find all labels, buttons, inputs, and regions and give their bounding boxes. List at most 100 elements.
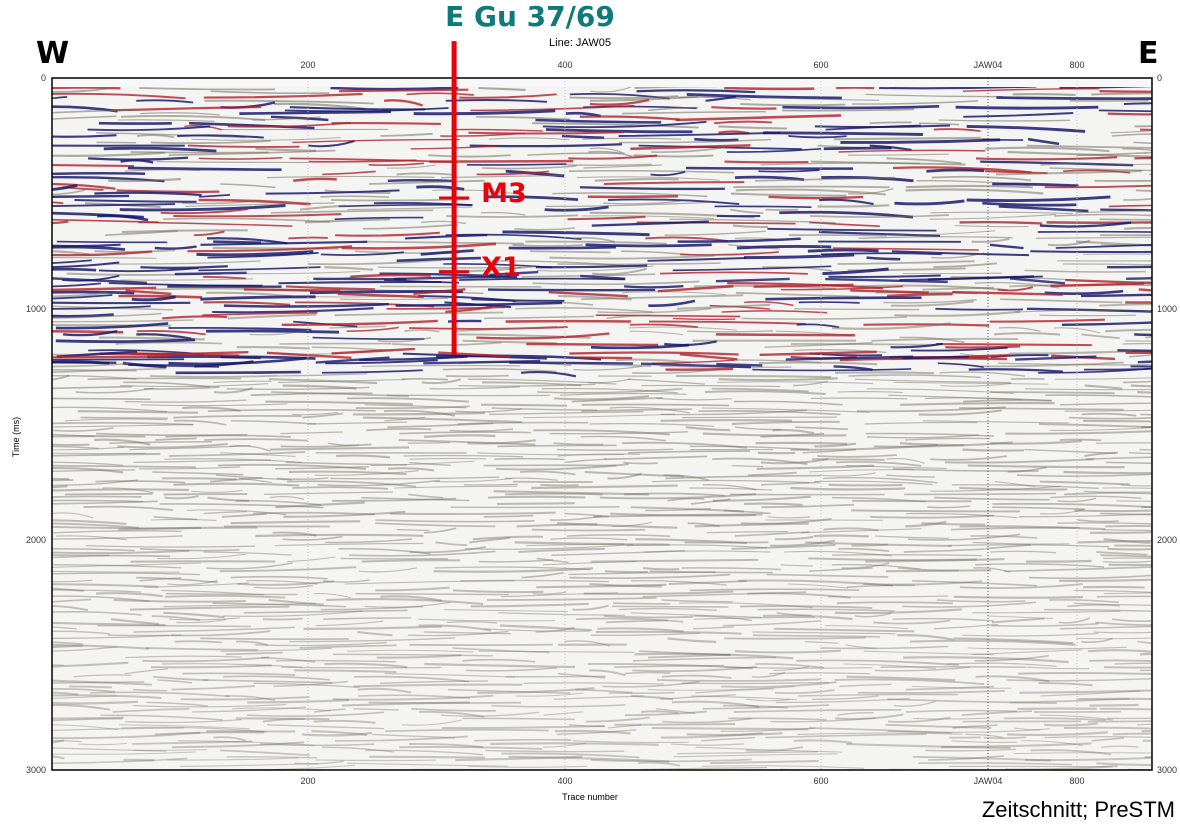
reflector-stroke	[1083, 253, 1152, 255]
reflector-stroke	[464, 543, 634, 550]
reflector-stroke	[324, 266, 374, 271]
reflector-stroke	[52, 312, 162, 319]
reflector-stroke	[221, 513, 267, 518]
reflector-stroke	[173, 414, 302, 419]
reflector-stroke	[788, 234, 887, 237]
reflector-stroke	[1145, 336, 1152, 339]
reflector-stroke	[370, 460, 475, 467]
reflector-stroke	[572, 604, 610, 611]
reflector-stroke	[52, 727, 184, 732]
reflector-stroke	[1122, 148, 1152, 151]
reflector-stroke	[760, 162, 921, 166]
reflector-stroke	[166, 757, 299, 761]
reflector-stroke	[168, 451, 306, 457]
reflector-stroke	[724, 160, 809, 164]
reflector-stroke	[421, 220, 467, 225]
reflector-stroke	[457, 421, 589, 425]
reflector-stroke	[283, 510, 406, 518]
reflector-stroke	[404, 329, 440, 333]
reflector-stroke	[145, 647, 259, 651]
reflector-stroke	[814, 442, 857, 448]
reflector-stroke	[120, 159, 154, 164]
reflector-stroke	[910, 346, 1008, 352]
reflector-stroke	[383, 99, 424, 107]
reflector-stroke	[897, 634, 955, 641]
reflector-stroke	[1095, 621, 1152, 626]
reflector-stroke	[1004, 566, 1152, 573]
reflector-stroke	[1111, 133, 1152, 137]
reflector-stroke	[308, 140, 355, 148]
crossing-label-top: JAW04	[974, 60, 1003, 70]
reflector-stroke	[173, 419, 227, 426]
reflector-stroke	[209, 476, 263, 483]
reflector-stroke	[890, 342, 943, 349]
reflector-stroke	[136, 99, 194, 104]
reflector-stroke	[982, 201, 1077, 207]
reflector-stroke	[545, 128, 693, 134]
reflector-stroke	[495, 463, 629, 471]
reflector-stroke	[52, 250, 153, 257]
reflector-stroke	[992, 506, 1086, 511]
reflector-stroke	[1049, 167, 1152, 172]
reflector-stroke	[1096, 551, 1148, 556]
reflector-stroke	[769, 539, 835, 547]
reflector-stroke	[846, 742, 1011, 749]
reflector-stroke	[173, 482, 300, 487]
reflector-stroke	[1112, 732, 1152, 736]
reflector-stroke	[863, 323, 990, 327]
reflector-stroke	[682, 416, 837, 419]
reflector-stroke	[812, 695, 879, 700]
reflector-stroke	[887, 716, 951, 723]
reflector-stroke	[869, 121, 912, 125]
reflector-stroke	[837, 712, 874, 716]
reflector-stroke	[768, 195, 864, 200]
reflector-stroke	[1038, 423, 1152, 429]
reflector-band	[1015, 355, 1097, 361]
reflector-stroke	[1047, 239, 1091, 247]
reflector-stroke	[52, 184, 78, 191]
reflector-stroke	[341, 242, 497, 250]
reflector-stroke	[1083, 490, 1152, 495]
reflector-stroke	[1005, 430, 1152, 435]
reflector-stroke	[741, 316, 907, 320]
reflector-stroke	[52, 646, 118, 652]
reflector-stroke	[552, 192, 708, 198]
reflector-stroke	[1067, 604, 1120, 608]
reflector-stroke	[711, 106, 777, 110]
reflector-stroke	[274, 542, 424, 547]
reflector-stroke	[217, 463, 366, 470]
reflector-stroke	[469, 143, 623, 148]
reflector-stroke	[591, 220, 709, 227]
reflector-stroke	[1103, 592, 1152, 595]
reflector-stroke	[686, 732, 783, 736]
reflector-band	[548, 290, 628, 298]
reflector-stroke	[52, 267, 97, 272]
reflector-stroke	[212, 307, 374, 314]
reflector-stroke	[566, 163, 652, 166]
reflector-stroke	[52, 220, 69, 225]
reflector-stroke	[52, 679, 153, 686]
reflector-stroke	[1039, 221, 1132, 228]
reflector-band	[1126, 276, 1152, 281]
reflector-stroke	[798, 301, 860, 304]
reflector-stroke	[863, 650, 994, 656]
reflector-stroke	[1102, 528, 1152, 532]
reflector-stroke	[168, 149, 336, 156]
reflector-stroke	[288, 470, 407, 476]
reflector-stroke	[929, 213, 1057, 220]
reflector-stroke	[564, 640, 611, 647]
reflector-stroke	[308, 159, 417, 163]
reflector-stroke	[139, 577, 182, 582]
reflector-stroke	[268, 598, 324, 606]
reflector-stroke	[75, 387, 155, 394]
reflector-stroke	[127, 166, 282, 172]
reflector-stroke	[779, 210, 914, 219]
reflector-stroke	[52, 664, 64, 666]
reflector-stroke	[515, 692, 584, 697]
reflector-stroke	[730, 192, 847, 197]
reflector-stroke	[52, 464, 196, 469]
reflector-stroke	[230, 575, 328, 580]
reflector-stroke	[206, 291, 293, 298]
reflector-stroke	[153, 516, 198, 521]
reflector-band	[1138, 288, 1152, 292]
